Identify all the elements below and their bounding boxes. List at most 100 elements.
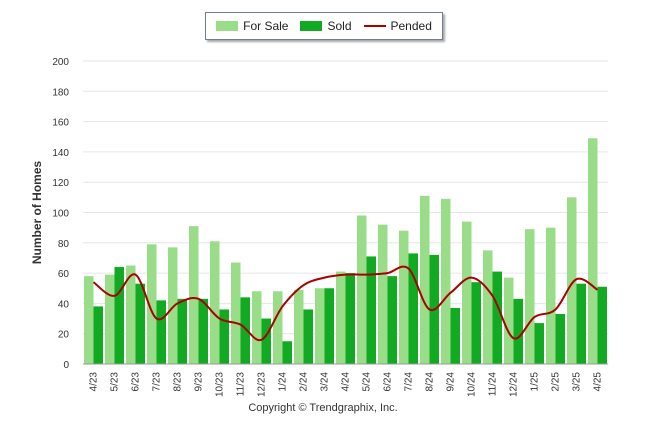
pended-swatch (363, 25, 386, 27)
x-tick-label: 4/25 (593, 372, 604, 392)
for-sale-bar (147, 244, 157, 364)
legend-item-for-sale: For Sale (216, 19, 288, 33)
x-tick-label: 6/24 (383, 372, 394, 392)
sold-bar (219, 309, 229, 364)
x-tick-label: 11/24 (488, 372, 499, 397)
for-sale-bar (462, 221, 472, 364)
for-sale-bar (546, 227, 556, 364)
legend-item-sold: Sold (300, 19, 352, 33)
y-tick-label: 40 (58, 299, 70, 310)
sold-bar (576, 283, 586, 364)
for-sale-bar (105, 274, 115, 364)
sold-bar (261, 318, 271, 364)
for-sale-bar (420, 195, 430, 364)
sold-bar (324, 288, 334, 364)
sold-bar (450, 307, 460, 364)
for-sale-bar (567, 197, 577, 364)
pended-line-path (92, 265, 599, 342)
sold-bar (366, 256, 376, 364)
legend-label-sold: Sold (327, 19, 352, 33)
x-tick-label: 11/23 (236, 372, 247, 397)
sold-bar (492, 271, 502, 364)
y-tick-label: 60 (58, 269, 70, 280)
x-tick-label: 2/24 (299, 372, 310, 392)
y-tick-label: 0 (63, 360, 69, 371)
sold-bar (177, 298, 187, 364)
sold-bar (114, 267, 124, 364)
x-tick-labels: 4/23 5/23 6/23 7/23 8/23 9/23 10/23 11/23 12/23 1… (89, 372, 604, 397)
x-tick-label: 10/24 (467, 372, 478, 397)
y-tick-labels: 0 20 40 60 80 100 120 140 160 180 200 (52, 57, 69, 371)
for-sale-bar (189, 226, 199, 364)
bars (84, 138, 607, 364)
sold-bar (408, 253, 418, 364)
x-tick-label: 6/23 (131, 372, 142, 392)
sold-bar (345, 273, 355, 364)
sold-bar (198, 298, 208, 364)
y-tick-label: 140 (52, 148, 69, 159)
sold-bar (282, 341, 292, 364)
y-tick-label: 80 (58, 239, 70, 250)
legend-item-pended: Pended (363, 19, 432, 33)
x-tick-label: 5/24 (362, 372, 373, 392)
x-tick-label: 12/23 (257, 372, 268, 397)
x-tick-label: 4/24 (341, 372, 352, 392)
y-tick-label: 20 (58, 330, 70, 341)
for-sale-bar (441, 198, 451, 364)
for-sale-bar (84, 276, 94, 364)
sold-bar (93, 306, 103, 364)
for-sale-bar (483, 250, 493, 364)
for-sale-bar (252, 291, 262, 364)
for-sale-bar (210, 241, 220, 364)
sold-bar (597, 286, 607, 364)
sold-bar (471, 282, 481, 364)
y-tick-label: 180 (52, 87, 69, 98)
x-tick-label: 7/24 (404, 372, 415, 392)
x-tick-label: 1/24 (278, 372, 289, 392)
for-sale-bar (357, 215, 367, 364)
x-tick-label: 9/24 (446, 372, 457, 392)
for-sale-bar (273, 291, 283, 364)
legend-label-for-sale: For Sale (243, 19, 289, 33)
sold-swatch (300, 21, 323, 31)
x-tick-label: 7/23 (152, 372, 163, 392)
y-axis-label: Number of Homes (30, 161, 44, 265)
sold-bar (513, 298, 523, 364)
for-sale-bar (294, 289, 304, 364)
for-sale-bar (315, 288, 325, 364)
pended-line (92, 265, 599, 342)
sold-bar (534, 323, 544, 364)
legend: For Sale Sold Pended (205, 12, 443, 40)
for-sale-bar (168, 247, 178, 364)
for-sale-bar (126, 265, 136, 364)
x-tick-label: 9/23 (194, 372, 205, 392)
x-tick-label: 12/24 (509, 372, 520, 397)
sold-bar (387, 276, 397, 364)
x-tick-label: 1/25 (530, 372, 541, 392)
x-tick-label: 3/24 (320, 372, 331, 392)
legend-label-pended: Pended (390, 19, 432, 33)
sold-bar (303, 309, 313, 364)
x-tick-label: 5/23 (110, 372, 121, 392)
for-sale-bar (336, 271, 346, 364)
y-tick-label: 160 (52, 118, 69, 129)
for-sale-bar (525, 229, 535, 364)
sold-bar (156, 300, 166, 364)
sold-bar (555, 314, 565, 364)
y-tick-label: 100 (52, 209, 69, 220)
for-sale-bar (399, 230, 409, 364)
for-sale-bar (378, 224, 388, 364)
x-tick-label: 10/23 (215, 372, 226, 397)
y-tick-label: 120 (52, 178, 69, 189)
x-tick-label: 4/23 (89, 372, 100, 392)
x-tick-label: 8/23 (173, 372, 184, 392)
for-sale-bar (231, 262, 241, 364)
y-tick-label: 200 (52, 57, 69, 68)
for-sale-bar (588, 138, 598, 364)
sold-bar (135, 283, 145, 364)
copyright-text: Copyright © Trendgraphix, Inc. (248, 402, 398, 414)
sold-bar (240, 297, 250, 364)
x-tick-label: 3/25 (572, 372, 583, 392)
x-tick-label: 2/25 (551, 372, 562, 392)
